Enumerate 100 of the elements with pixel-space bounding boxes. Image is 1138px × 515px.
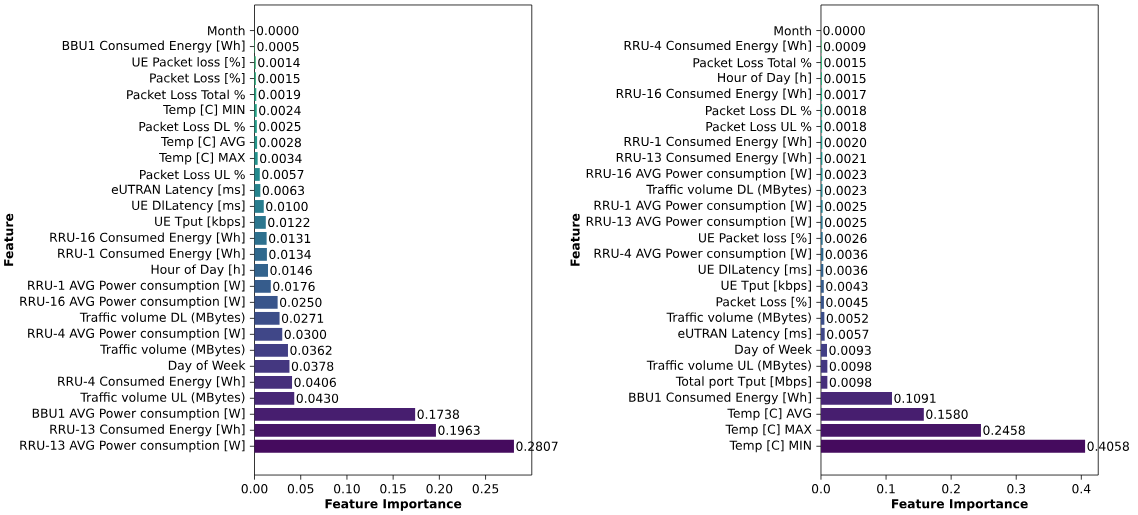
y-tick-label: Traffic volume (MBytes) — [100, 344, 245, 357]
y-tick-label: UE DlLatency [ms] — [698, 264, 811, 277]
data-label: 0.0025 — [825, 217, 867, 228]
y-tick-label: eUTRAN Latency [ms] — [678, 328, 811, 341]
bar — [254, 152, 258, 165]
bar — [820, 439, 1086, 453]
y-tick-label: RRU-13 Consumed Energy [Wh] — [616, 152, 811, 165]
y-tick-label: RRU-4 Consumed Energy [Wh] — [624, 40, 811, 53]
x-tick-label: 0.2 — [942, 484, 960, 494]
data-label: 0.0098 — [829, 377, 872, 388]
data-label: 0.0000 — [823, 25, 865, 36]
data-label: 0.0023 — [824, 185, 867, 196]
data-label: 0.0015 — [258, 73, 300, 84]
y-tick-label: RRU-1 AVG Power consumption [W] — [28, 280, 245, 293]
y-tick-label: RRU-13 AVG Power consumption [W] — [586, 216, 811, 229]
y-tick-label: Temp [C] MIN — [729, 440, 811, 453]
x-tick-label: 0.15 — [380, 484, 406, 494]
data-label: 0.0026 — [825, 233, 867, 244]
bar — [820, 328, 825, 341]
y-tick-label: Packet Loss Total % — [127, 89, 245, 100]
bar — [254, 391, 295, 405]
data-label: 0.0025 — [825, 201, 867, 212]
x-tick-label: 0.05 — [287, 484, 314, 494]
y-tick-label: Packet Loss [%] — [150, 73, 245, 85]
y-tick-label: Temp [C] AVG — [727, 408, 811, 421]
y-tick-label: Day of Week — [168, 360, 246, 373]
data-label: 0.0000 — [256, 25, 299, 36]
y-tick-label: Traffic volume UL (MBytes) — [646, 360, 811, 373]
y-tick-label: Traffic volume UL (MBytes) — [80, 392, 245, 405]
y-tick-label: RRU-1 Consumed Energy [Wh] — [58, 248, 245, 261]
bar — [254, 200, 264, 213]
data-label: 0.0134 — [269, 249, 311, 260]
y-tick-label: RRU-4 Consumed Energy [Wh] — [58, 376, 245, 389]
data-label: 0.2458 — [983, 425, 1025, 435]
bar — [254, 264, 269, 277]
data-label: 0.1963 — [438, 425, 480, 435]
y-tick-label: Temp [C] MAX — [159, 152, 246, 165]
y-tick-label: Hour of Day [h] — [151, 264, 245, 277]
x-tick-label: 0.20 — [426, 484, 453, 494]
y-tick-label: Traffic volume DL (MBytes) — [79, 312, 245, 325]
y-tick-label: Temp [C] MAX — [725, 424, 812, 437]
data-label: 0.0250 — [280, 297, 322, 308]
y-tick-label: RRU-4 AVG Power consumption [W] — [594, 248, 811, 261]
y-tick-label: UE Packet loss [%] — [699, 232, 811, 244]
data-label: 0.0024 — [259, 105, 301, 116]
bar — [254, 328, 283, 341]
bar — [254, 423, 436, 437]
data-label: 0.0063 — [262, 185, 305, 196]
y-axis-title: Feature — [4, 213, 14, 266]
data-label: 0.0100 — [266, 201, 308, 212]
y-tick-label: RRU-16 AVG Power consumption [W] — [20, 296, 245, 309]
data-label: 0.0098 — [829, 361, 872, 372]
data-label: 0.0052 — [826, 313, 868, 324]
y-tick-label: UE Tput [kbps] — [721, 280, 811, 293]
data-label: 0.0017 — [824, 89, 866, 100]
data-label: 0.0009 — [823, 41, 866, 52]
data-label: 0.1580 — [926, 409, 968, 420]
data-label: 0.0146 — [270, 265, 312, 276]
y-tick-label: RRU-13 Consumed Energy [Wh] — [50, 424, 245, 437]
y-tick-label: eUTRAN Latency [ms] — [111, 184, 245, 197]
data-label: 0.0406 — [294, 377, 336, 388]
y-axis-title: Feature — [570, 213, 580, 266]
bar — [254, 216, 266, 229]
data-label: 0.0043 — [826, 281, 868, 292]
y-tick-label: Day of Week — [735, 344, 812, 357]
data-label: 0.0018 — [824, 121, 867, 132]
y-tick-label: Hour of Day [h] — [718, 72, 811, 85]
y-tick-label: Packet Loss Total % — [693, 57, 812, 68]
data-label: 0.0176 — [273, 281, 315, 292]
data-label: 0.0045 — [826, 297, 868, 308]
data-label: 0.0036 — [825, 265, 868, 276]
y-tick-label: Total port Tput [Mbps] — [675, 376, 811, 389]
x-tick-label: 0.4 — [1072, 484, 1091, 494]
bar — [820, 360, 828, 373]
data-label: 0.1738 — [417, 409, 460, 420]
bar — [254, 168, 260, 181]
x-axis-title: Feature Importance — [325, 499, 462, 511]
bar — [820, 312, 825, 325]
y-tick-label: Packet Loss DL % — [139, 121, 245, 132]
y-tick-label: UE DlLatency [ms] — [132, 200, 245, 213]
y-tick-label: Packet Loss UL % — [140, 169, 245, 180]
y-tick-label: Packet Loss DL % — [706, 105, 812, 116]
data-label: 0.0093 — [829, 345, 871, 356]
data-label: 0.0014 — [258, 57, 300, 68]
data-label: 0.0015 — [824, 73, 866, 84]
y-tick-label: UE Packet loss [%] — [132, 57, 245, 69]
y-tick-label: RRU-1 Consumed Energy [Wh] — [624, 136, 811, 149]
bar — [254, 296, 278, 309]
data-label: 0.0018 — [824, 105, 867, 116]
data-label: 0.0036 — [825, 249, 868, 260]
data-label: 0.0020 — [824, 137, 867, 148]
bar — [254, 312, 280, 325]
bar — [254, 248, 267, 261]
y-tick-label: BBU1 Consumed Energy [Wh] — [629, 392, 811, 405]
data-label: 0.0025 — [259, 121, 301, 132]
data-label: 0.0021 — [824, 153, 866, 164]
y-tick-label: Traffic volume (MBytes) — [666, 312, 811, 325]
data-label: 0.0362 — [290, 345, 332, 356]
bar — [254, 360, 290, 373]
data-label: 0.0300 — [284, 329, 327, 340]
